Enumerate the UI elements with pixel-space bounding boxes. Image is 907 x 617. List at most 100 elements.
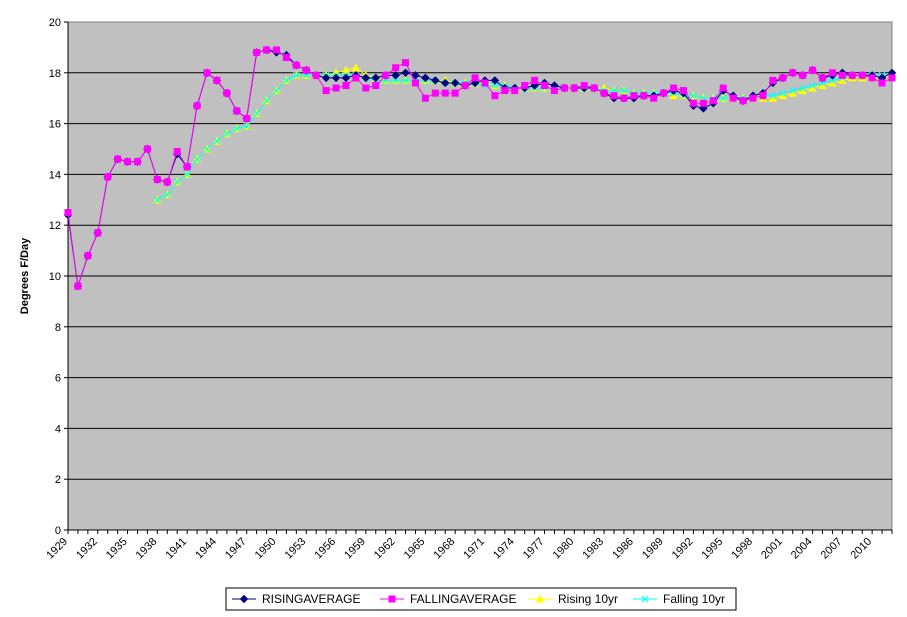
legend-label: Rising 10yr [558,592,618,606]
legend-items: RISINGAVERAGE FALLINGAVERAGE Rising 10yr Fa… [232,592,725,606]
data-point [769,76,777,84]
legend-item: RISINGAVERAGE [232,592,360,606]
gridlines [64,21,893,534]
data-point [680,87,688,95]
data-point [471,74,479,82]
y-axis-label: Degrees F/Day [19,237,31,314]
data-point [173,148,181,156]
data-point [74,282,82,290]
data-point [243,115,251,123]
y-tick-label: 6 [55,373,61,385]
data-point [382,71,390,79]
data-point [620,94,628,102]
data-point [133,158,141,166]
data-point [203,145,211,153]
data-point [193,102,201,110]
x-tick-label: 1986 [610,536,636,562]
data-point [332,84,340,92]
data-point [888,74,896,82]
data-point [650,94,658,102]
data-point [521,82,529,89]
data-point [173,178,181,186]
data-point [223,130,231,138]
y-tick-label: 12 [49,220,61,232]
series [64,46,896,290]
x-tick-label: 1935 [104,536,130,562]
data-point [272,46,280,54]
x-tick-label: 2010 [848,536,874,562]
data-point [371,73,380,83]
data-point [719,94,727,102]
data-point [490,76,500,85]
data-point [392,76,400,84]
data-point [550,87,558,95]
data-point [402,76,409,84]
legend-label: FALLINGAVERAGE [410,592,516,606]
data-point [94,229,102,237]
legend-item: FALLINGAVERAGE [380,592,516,606]
data-point [809,82,817,89]
data-point [580,82,588,89]
data-point [868,74,876,82]
legend-item: Falling 10yr [633,592,725,606]
x-tick-label: 1971 [461,536,487,562]
data-point [213,76,221,84]
x-tick-label: 1992 [670,536,696,562]
y-tick-label: 16 [49,119,61,131]
x-tick-label: 1959 [342,536,368,562]
data-point [213,137,221,145]
data-point [362,84,370,92]
x-tick-label: 2004 [789,536,815,562]
data-point [341,73,351,83]
data-point [163,178,171,186]
data-point [441,89,449,97]
data-point [253,110,261,117]
y-tick-label: 18 [49,68,61,80]
data-point [641,595,649,603]
data-point [819,74,827,82]
data-point [322,87,330,95]
y-tick-label: 20 [49,17,61,29]
data-point [282,54,290,62]
legend-item: Rising 10yr [528,592,618,606]
data-point [789,87,797,95]
data-point [630,92,638,100]
data-point [799,84,807,92]
data-point [779,74,787,82]
data-point [153,175,161,183]
x-tick-label: 1962 [372,536,398,562]
data-point [341,65,351,74]
data-point [709,97,717,105]
x-tick-label: 1929 [44,536,70,562]
x-tick-label: 1947 [223,536,249,562]
data-point [401,68,410,78]
data-point [351,63,361,72]
data-point [183,163,191,171]
data-point [501,87,509,95]
data-point [729,94,737,102]
data-point [239,594,249,604]
data-point [570,84,578,92]
x-tick-label: 1983 [580,536,606,562]
x-tick-label: 1980 [551,536,577,562]
x-tick-label: 1932 [74,536,100,562]
data-point [392,64,400,72]
data-point [193,155,201,163]
x-tick-label: 1998 [729,536,755,562]
data-point [263,97,270,105]
data-point [838,71,846,79]
data-point [282,76,290,84]
data-point [590,84,598,92]
y-tick-labels: 0 2 4 6 8 10 12 14 16 18 20 [49,17,61,537]
data-point [163,191,171,199]
data-point [421,94,429,102]
data-point [431,76,440,85]
data-point [531,76,539,84]
data-point [739,97,747,105]
data-point [361,73,371,83]
data-point [450,78,460,88]
data-point [243,122,251,130]
data-point [64,209,72,216]
data-point [223,89,231,97]
